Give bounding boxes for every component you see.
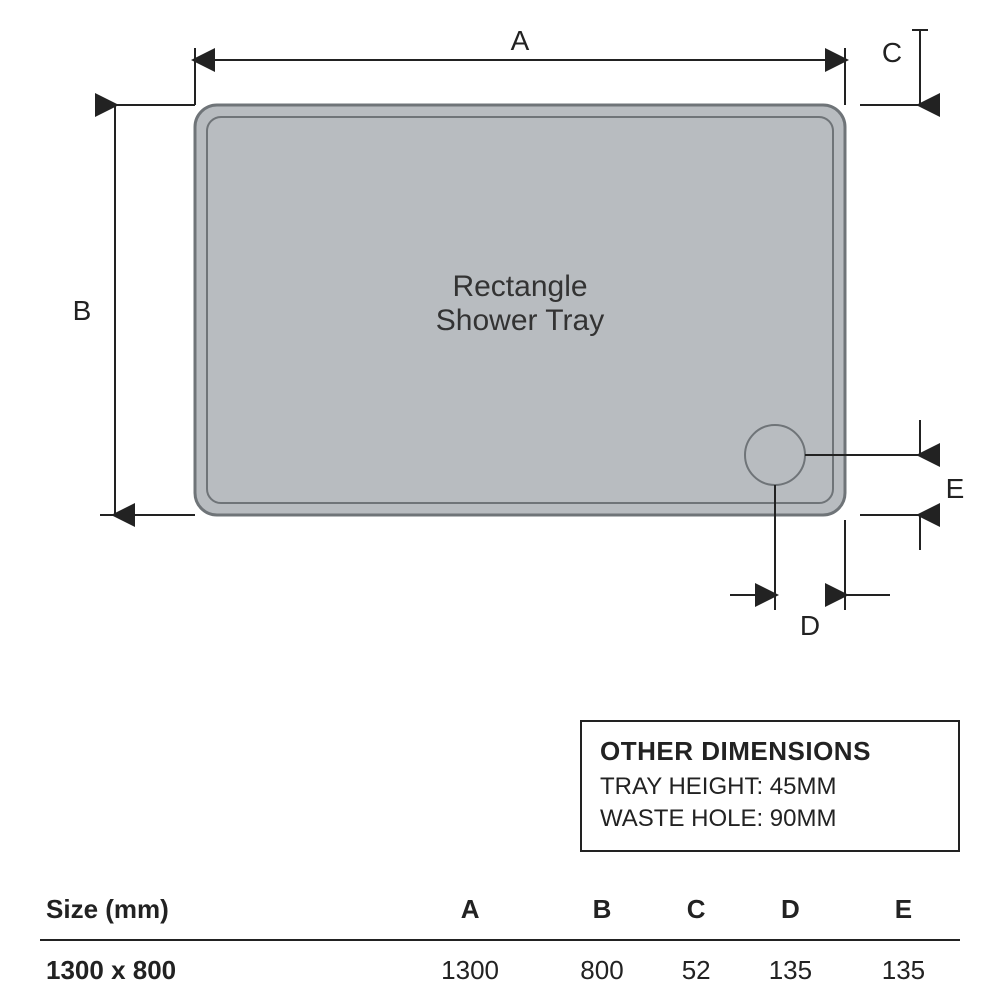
dimension-diagram: Rectangle Shower Tray A C B E D <box>0 0 1000 700</box>
col-a: A <box>395 880 546 940</box>
col-e: E <box>847 880 960 940</box>
dim-label-a: A <box>511 25 530 56</box>
other-dimensions-line-1: TRAY HEIGHT: 45MM <box>600 771 940 803</box>
dim-label-c: C <box>882 37 902 68</box>
dim-label-e: E <box>946 473 965 504</box>
dimensions-table: Size (mm) A B C D E 1300 x 800 1300 800 … <box>40 880 960 1000</box>
tray-title-2: Shower Tray <box>436 304 604 337</box>
col-c: C <box>659 880 734 940</box>
tray-title-1: Rectangle <box>452 270 587 303</box>
dim-label-b: B <box>73 295 92 326</box>
table-row: 1300 x 800 1300 800 52 135 135 <box>40 940 960 1000</box>
col-d: D <box>734 880 847 940</box>
col-size: Size (mm) <box>40 880 395 940</box>
dim-label-d: D <box>800 610 820 641</box>
other-dimensions-box: OTHER DIMENSIONS TRAY HEIGHT: 45MM WASTE… <box>580 720 960 852</box>
other-dimensions-heading: OTHER DIMENSIONS <box>600 736 940 767</box>
other-dimensions-line-2: WASTE HOLE: 90MM <box>600 803 940 835</box>
col-b: B <box>545 880 658 940</box>
